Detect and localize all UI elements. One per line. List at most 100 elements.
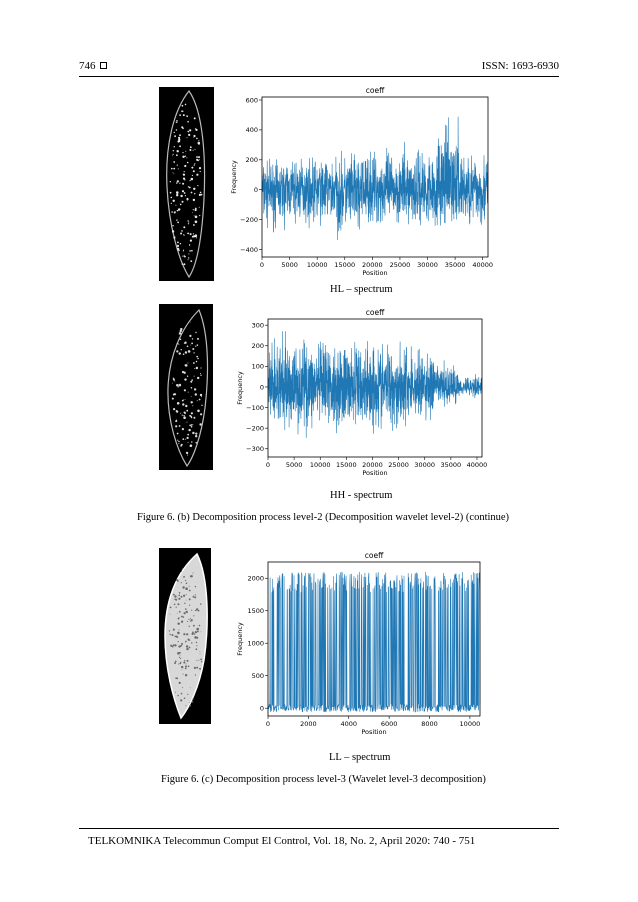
leaf-speck (201, 404, 203, 406)
leaf-speck (177, 622, 180, 625)
leaf-speck (196, 645, 198, 647)
y-tick-label: 0 (260, 383, 264, 391)
leaf-speck (182, 255, 184, 257)
leaf-speck (178, 383, 182, 387)
leaf-speck (187, 433, 190, 436)
leaf-speck (194, 163, 196, 165)
x-axis-label: Position (362, 469, 387, 477)
leaf-speck (193, 615, 195, 617)
leaf-speck (173, 146, 175, 148)
x-tick-label: 0 (266, 720, 270, 728)
leaf-speck (189, 239, 192, 242)
leaf-speck (172, 155, 173, 157)
leaf-speck (184, 412, 186, 415)
leaf-speck (171, 230, 175, 233)
x-tick-label: 0 (266, 461, 270, 469)
leaf-speck (186, 659, 189, 662)
leaf-speck (196, 666, 199, 669)
leaf-speck (170, 196, 173, 199)
x-tick-label: 5000 (286, 461, 303, 469)
leaf-speck (178, 645, 181, 648)
data-series-line (267, 331, 483, 438)
leaf-speck (192, 424, 194, 426)
leaf-speck (192, 698, 194, 700)
leaf-speck (185, 599, 187, 601)
leaf-speck (182, 173, 186, 176)
figure-6b-caption: Figure 6. (b) Decomposition process leve… (137, 512, 510, 523)
leaf-speck (184, 674, 188, 677)
leaf-speck (184, 155, 186, 157)
leaf-speck (188, 428, 191, 432)
leaf-speck (172, 378, 175, 381)
leaf-speck (197, 630, 199, 633)
leaf-speck (174, 380, 176, 382)
leaf-speck (179, 114, 181, 116)
leaf-speck (191, 642, 193, 644)
leaf-speck (199, 651, 201, 653)
leaf-speck (175, 598, 178, 601)
leaf-speck (185, 645, 189, 648)
leaf-speck (190, 424, 193, 426)
leaf-speck (169, 613, 171, 615)
leaf-speck (183, 226, 186, 229)
leaf-speck (181, 414, 183, 416)
leaf-speck (194, 193, 196, 195)
leaf-speck (176, 247, 180, 251)
leaf-speck (180, 661, 182, 663)
leaf-speck (190, 191, 193, 194)
leaf-speck (182, 687, 184, 689)
leaf-speck (196, 659, 198, 661)
leaf-speck (177, 180, 179, 181)
leaf-speck (195, 432, 198, 435)
leaf-speck (180, 582, 182, 584)
leaf-speck (180, 595, 183, 598)
leaf-speck (190, 380, 193, 383)
x-tick-label: 20000 (362, 461, 383, 469)
leaf-speck (193, 134, 196, 138)
y-axis-label: Frequency (236, 371, 244, 405)
leaf-speck (188, 646, 191, 649)
leaf-speck (170, 644, 173, 647)
leaf-speck (176, 150, 179, 153)
x-tick-label: 6000 (381, 720, 398, 728)
leaf-speck (196, 137, 198, 140)
y-tick-label: −200 (240, 216, 258, 224)
leaf-speck (185, 150, 187, 152)
leaf-speck (183, 249, 184, 251)
leaf-speck (170, 202, 172, 204)
x-axis-label: Position (362, 269, 387, 277)
leaf-speck (171, 211, 173, 213)
leaf-speck (183, 254, 185, 256)
leaf-speck (200, 367, 202, 369)
caption-hh: HH - spectrum (330, 490, 393, 501)
leaf-speck (189, 146, 192, 149)
leaf-speck (184, 378, 187, 381)
leaf-speck (195, 609, 197, 612)
leaf-speck (192, 431, 195, 435)
x-tick-label: 25000 (390, 261, 411, 269)
leaf-speck (184, 660, 186, 662)
leaf-speck (200, 373, 201, 374)
leaf-speck (175, 410, 178, 412)
leaf-speck (186, 137, 188, 139)
leaf-speck (180, 699, 183, 702)
leaf-speck (190, 426, 193, 428)
leaf-speck (180, 349, 182, 351)
leaf-speck (178, 140, 181, 143)
leaf-speck (187, 232, 189, 235)
leaf-speck (193, 164, 195, 166)
leaf-speck (192, 233, 194, 235)
leaf-speck (195, 345, 197, 347)
leaf-speck (178, 443, 180, 445)
leaf-speck (186, 421, 188, 423)
y-tick-label: −400 (240, 246, 258, 254)
leaf-speck (171, 634, 174, 636)
leaf-speck (195, 435, 198, 438)
leaf-speck (192, 198, 196, 202)
leaf-speck (194, 585, 197, 588)
leaf-speck (187, 441, 189, 443)
leaf-speck (177, 580, 179, 582)
leaf-speck (193, 666, 196, 669)
leaf-speck (190, 344, 192, 346)
leaf-speck (178, 425, 181, 427)
